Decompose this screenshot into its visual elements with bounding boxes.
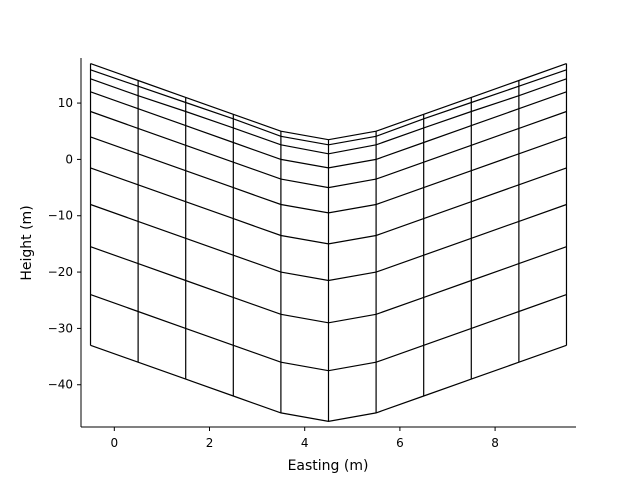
y-tick-label: −10 xyxy=(48,209,73,223)
mesh-group xyxy=(89,63,568,423)
axes-group xyxy=(80,58,576,428)
mesh-layer-line-10 xyxy=(90,344,567,423)
y-tick-label: 0 xyxy=(65,152,73,166)
x-tick-label: 4 xyxy=(301,436,309,450)
y-tick-label: −20 xyxy=(48,265,73,279)
ticks-group: 0 2 4 6 8 10 0 −10 −20 −30 −40 xyxy=(48,96,499,450)
y-tick-label: 10 xyxy=(58,96,73,110)
x-tick-label: 8 xyxy=(491,436,499,450)
x-axis-label: Easting (m) xyxy=(288,458,369,474)
y-axis-label: Height (m) xyxy=(19,205,35,280)
x-tick-label: 2 xyxy=(206,436,214,450)
x-tick-label: 0 xyxy=(110,436,118,450)
y-tick-label: −40 xyxy=(48,378,73,392)
y-tick-label: −30 xyxy=(48,321,73,335)
x-tick-label: 6 xyxy=(396,436,404,450)
